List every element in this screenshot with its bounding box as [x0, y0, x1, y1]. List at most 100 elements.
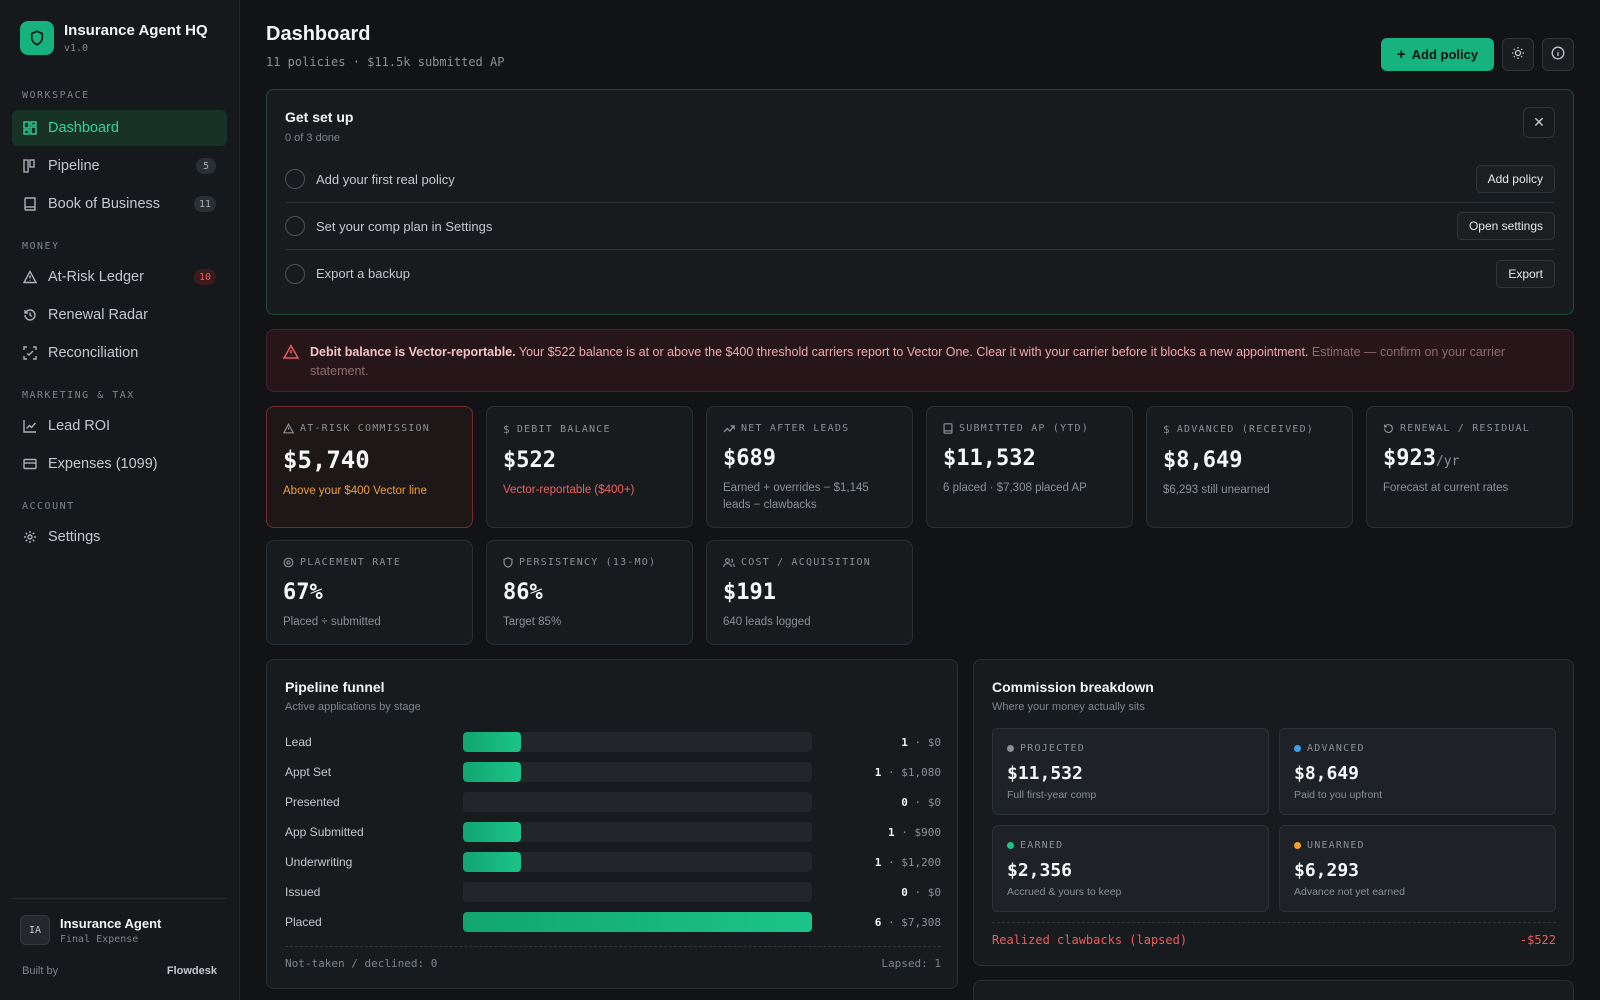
sidebar-item-renewal-radar[interactable]: Renewal Radar [12, 297, 227, 333]
sidebar-item-label: Settings [48, 529, 101, 545]
funnel-amount: $1,080 [901, 765, 941, 779]
commission-value: $2,356 [1007, 860, 1073, 881]
sidebar-item-dashboard[interactable]: Dashboard [12, 110, 227, 146]
funnel-bar [463, 852, 521, 872]
checkbox[interactable] [285, 263, 305, 284]
funnel-stage-count: 1 · $0 [901, 736, 941, 749]
sidebar-item-pipeline[interactable]: Pipeline 5 [12, 148, 227, 184]
sidebar-item-book-of-business[interactable]: Book of Business 11 [12, 186, 227, 222]
stat-card-cost-acquisition[interactable]: COST / ACQUISITION $191 640 leads logged [706, 540, 913, 645]
separator: · [907, 795, 928, 809]
commission-earned[interactable]: EARNED $2,356 Accrued & yours to keep [992, 825, 1269, 912]
funnel-stage-count: 0 · $0 [901, 796, 941, 809]
page-title: Dashboard [266, 23, 371, 45]
funnel-row[interactable]: Underwriting 1 · $1,200 [285, 852, 941, 872]
commission-note: Advance not yet earned [1294, 886, 1405, 898]
stat-card-debit-balance[interactable]: $ DEBIT BALANCE $522 Vector-reportable ($… [486, 406, 693, 528]
funnel-stage-label: Lead [285, 735, 312, 749]
book-icon [23, 197, 37, 211]
funnel-stage-count: 1 · $900 [888, 826, 941, 839]
status-dot [1294, 745, 1301, 752]
export-button[interactable]: Export [1496, 259, 1555, 288]
checkbox[interactable] [285, 216, 305, 236]
not-taken-count: Not-taken / declined: 0 [285, 957, 438, 970]
refresh-icon [1383, 423, 1394, 434]
commission-unearned[interactable]: UNEARNED $6,293 Advance not yet earned [1279, 825, 1556, 912]
funnel-count-value: 1 [874, 855, 882, 869]
user-profile[interactable]: IA Insurance Agent Final Expense [12, 898, 227, 945]
add-policy-step-button[interactable]: Add policy [1475, 165, 1555, 193]
sidebar-item-reconciliation[interactable]: Reconciliation [12, 335, 227, 371]
funnel-amount: $0 [927, 795, 941, 809]
stat-card-at-risk[interactable]: AT-RISK COMMISSION $5,740 Above your $40… [266, 406, 473, 528]
avatar: IA [20, 915, 50, 945]
funnel-stage-label: Appt Set [285, 765, 332, 779]
sidebar-item-at-risk-ledger[interactable]: At-Risk Ledger 10 [12, 259, 227, 295]
alert-title: Debit balance is Vector-reportable. [310, 345, 516, 359]
setup-title: Get set up [285, 109, 354, 125]
count-badge: 11 [193, 196, 216, 212]
commission-projected[interactable]: PROJECTED $11,532 Full first-year comp [992, 728, 1269, 815]
funnel-bar [463, 822, 521, 842]
stat-card-net-after-leads[interactable]: NET AFTER LEADS $689 Earned + overrides … [706, 406, 913, 528]
separator: · [907, 885, 928, 899]
funnel-count-value: 0 [901, 885, 908, 899]
stat-label: NET AFTER LEADS [741, 423, 850, 434]
setup-step: Add your first real policy Add policy [285, 156, 1555, 203]
setup-step-label: Set your comp plan in Settings [316, 218, 493, 234]
clawback-label: Realized clawbacks (lapsed) [992, 933, 1188, 947]
funnel-bar [463, 732, 521, 752]
sidebar-item-lead-roi[interactable]: Lead ROI [12, 408, 227, 444]
checkbox[interactable] [285, 169, 305, 189]
sidebar-item-settings[interactable]: Settings [12, 519, 227, 555]
stat-label: PLACEMENT RATE [300, 557, 402, 568]
stat-card-advanced[interactable]: $ ADVANCED (RECEIVED) $8,649 $6,293 still… [1146, 406, 1353, 528]
funnel-row[interactable]: Lead 1 · $0 [285, 732, 941, 752]
info-icon [1551, 46, 1565, 63]
close-button[interactable]: ✕ [1523, 107, 1555, 138]
sidebar-item-label: Reconciliation [48, 345, 139, 361]
sidebar-item-expenses[interactable]: Expenses (1099) [12, 446, 227, 482]
commission-advanced[interactable]: ADVANCED $8,649 Paid to you upfront [1279, 728, 1556, 815]
profile-name: Insurance Agent [60, 915, 162, 931]
stat-card-renewal[interactable]: RENEWAL / RESIDUAL $923/yr Forecast at c… [1366, 406, 1573, 528]
funnel-row[interactable]: Placed 6 · $7,308 [285, 912, 941, 932]
info-button[interactable] [1542, 38, 1574, 71]
stat-card-placement-rate[interactable]: PLACEMENT RATE 67% Placed ÷ submitted [266, 540, 473, 645]
document-icon [943, 423, 953, 434]
alert-body: Your $522 balance is at or above the $40… [518, 345, 1309, 359]
stat-unit: /yr [1435, 454, 1460, 469]
commission-note: Paid to you upfront [1294, 789, 1383, 801]
funnel-row[interactable]: Presented 0 · $0 [285, 792, 941, 812]
sidebar-item-label: Book of Business [48, 196, 161, 212]
stat-card-submitted-ap[interactable]: SUBMITTED AP (YTD) $11,532 6 placed · $7… [926, 406, 1133, 528]
funnel-row[interactable]: App Submitted 1 · $900 [285, 822, 941, 842]
funnel-stage-label: App Submitted [285, 825, 364, 839]
gear-icon [23, 530, 37, 544]
page-subtitle: 11 policies · $11.5k submitted AP [266, 55, 505, 69]
add-policy-button[interactable]: + Add policy [1381, 38, 1494, 71]
panel-title: Pipeline funnel [285, 679, 385, 695]
users-icon [723, 557, 735, 568]
funnel-row[interactable]: Appt Set 1 · $1,080 [285, 762, 941, 782]
stat-label: AT-RISK COMMISSION [300, 423, 430, 434]
panel-subtitle: Where your money actually sits [992, 701, 1145, 713]
stat-card-persistency[interactable]: PERSISTENCY (13-MO) 86% Target 85% [486, 540, 693, 645]
commission-note: Accrued & yours to keep [1007, 886, 1122, 898]
funnel-row[interactable]: Issued 0 · $0 [285, 882, 941, 902]
stat-value: $522 [503, 448, 556, 473]
funnel-bar-track [463, 732, 812, 752]
sidebar-item-label: Dashboard [48, 120, 119, 136]
stat-note: Placed ÷ submitted [283, 616, 381, 628]
nav-section-workspace: WORKSPACE [22, 90, 90, 101]
count-badge: 10 [193, 269, 216, 285]
brand[interactable]: Insurance Agent HQ v1.0 [20, 21, 208, 55]
funnel-stage-label: Issued [285, 885, 321, 899]
theme-toggle-button[interactable] [1502, 38, 1534, 71]
shield-icon [20, 21, 54, 55]
pipeline-funnel-panel: Pipeline funnel Active applications by s… [266, 659, 958, 989]
open-settings-button[interactable]: Open settings [1456, 212, 1555, 240]
built-by-link[interactable]: Flowdesk [166, 965, 217, 977]
setup-progress: 0 of 3 done [285, 132, 341, 144]
funnel-bar-track [463, 882, 812, 902]
